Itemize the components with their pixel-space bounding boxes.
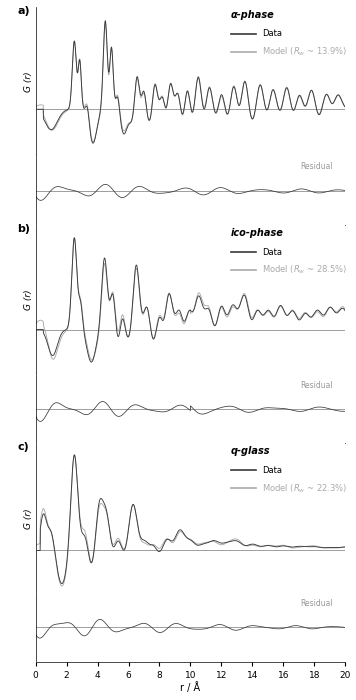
- Text: q-glass: q-glass: [231, 447, 270, 456]
- Text: Model ($R_w$ ~ 22.3%): Model ($R_w$ ~ 22.3%): [262, 482, 347, 495]
- Text: Model ($R_w$ ~ 28.5%): Model ($R_w$ ~ 28.5%): [262, 264, 347, 276]
- Text: Residual: Residual: [300, 598, 333, 608]
- Text: Data: Data: [262, 29, 282, 38]
- Text: Data: Data: [262, 248, 282, 257]
- Text: α-phase: α-phase: [231, 10, 274, 20]
- Y-axis label: G (r): G (r): [24, 508, 33, 528]
- Y-axis label: G (r): G (r): [24, 290, 33, 311]
- Text: Residual: Residual: [300, 381, 333, 390]
- Text: c): c): [17, 442, 29, 452]
- X-axis label: r / Å: r / Å: [180, 682, 200, 693]
- Text: b): b): [17, 224, 30, 234]
- Text: ico-phase: ico-phase: [231, 228, 284, 238]
- Text: Data: Data: [262, 466, 282, 475]
- Text: a): a): [17, 6, 30, 15]
- Y-axis label: G (r): G (r): [24, 71, 33, 92]
- Text: Model ($R_w$ ~ 13.9%): Model ($R_w$ ~ 13.9%): [262, 46, 347, 58]
- Text: Residual: Residual: [300, 162, 333, 172]
